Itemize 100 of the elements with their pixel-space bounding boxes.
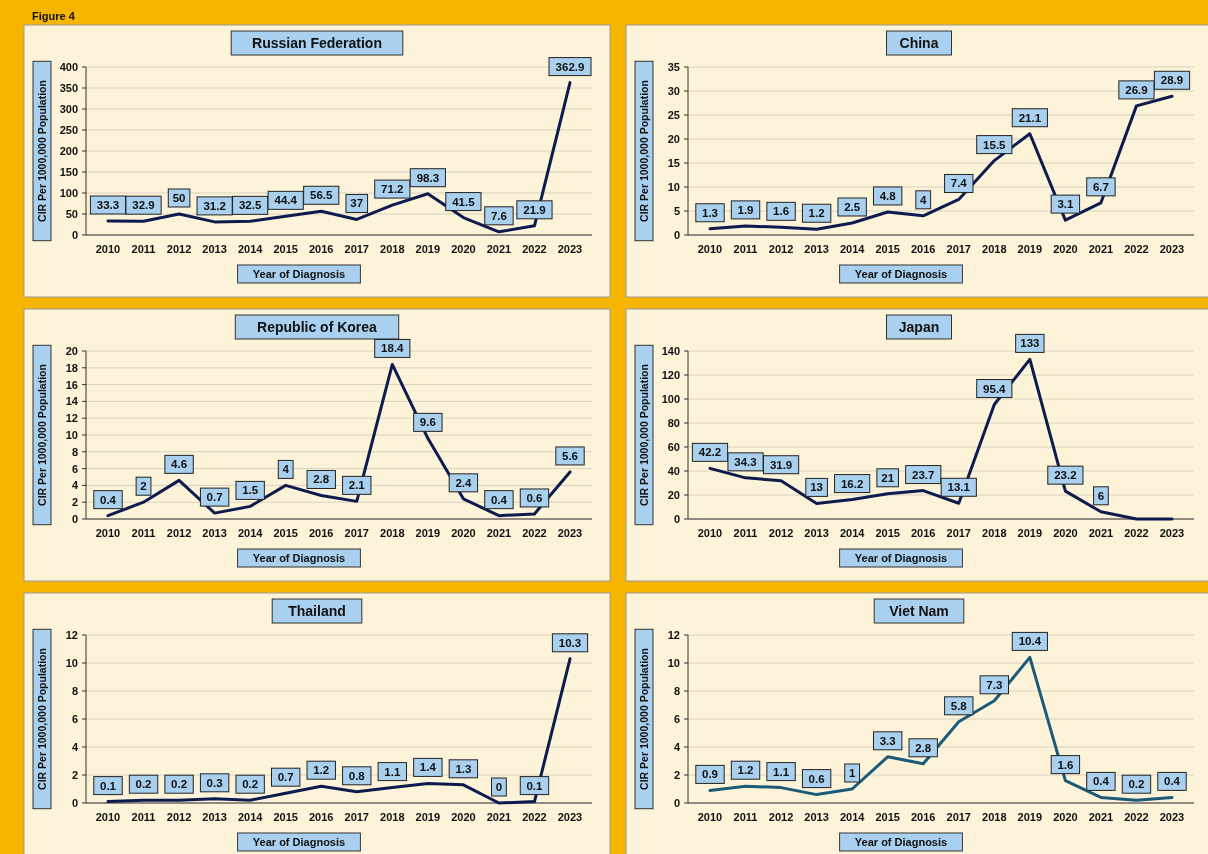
y-tick-label: 30 [667, 85, 680, 97]
y-tick-label: 8 [71, 445, 78, 458]
y-tick-label: 10 [667, 657, 680, 669]
x-tick-label: 2020 [451, 811, 476, 823]
x-tick-label: 2023 [1159, 811, 1185, 823]
x-tick-label: 2021 [486, 243, 512, 255]
data-label: 56.5 [310, 189, 334, 202]
data-label: 13.1 [947, 481, 971, 494]
x-tick-label: 2019 [415, 527, 441, 539]
data-label: 42.2 [698, 446, 722, 459]
data-label: 1.2 [313, 764, 330, 777]
data-label: 2.1 [348, 479, 366, 492]
x-tick-label: 2021 [1088, 243, 1114, 255]
x-tick-label: 2022 [522, 527, 547, 539]
x-tick-label: 2015 [875, 527, 900, 539]
data-label: 3.3 [879, 734, 896, 747]
data-label: 4.6 [171, 458, 188, 471]
y-tick-label: 18 [65, 361, 78, 374]
y-axis-title: CIR Per 1000,000 Population [36, 80, 48, 222]
data-label: 0.2 [1128, 778, 1145, 791]
data-label: 362.9 [555, 60, 585, 73]
x-tick-label: 2023 [557, 527, 583, 539]
x-tick-label: 2014 [237, 811, 264, 823]
x-tick-label: 2015 [875, 243, 900, 255]
x-tick-label: 2013 [202, 811, 227, 823]
data-label: 3.1 [1057, 198, 1074, 211]
x-tick-label: 2010 [697, 527, 723, 539]
data-label: 6.7 [1092, 180, 1109, 193]
y-tick-label: 0 [71, 513, 78, 525]
data-label: 37 [350, 197, 364, 210]
y-tick-label: 14 [65, 395, 79, 408]
data-label: 2.8 [313, 473, 330, 486]
data-label: 33.3 [96, 199, 120, 212]
data-label: 1.6 [1057, 758, 1074, 771]
data-label: 1.2 [737, 764, 754, 777]
data-label: 2.8 [915, 741, 932, 754]
data-label: 0.3 [206, 776, 223, 789]
x-tick-label: 2016 [308, 527, 334, 539]
y-tick-label: 120 [661, 369, 680, 381]
data-label: 26.9 [1125, 83, 1148, 96]
y-tick-label: 400 [59, 61, 78, 73]
x-tick-label: 2010 [95, 527, 121, 539]
y-tick-label: 2 [71, 769, 78, 781]
x-tick-label: 2010 [697, 243, 723, 255]
x-tick-label: 2020 [1053, 811, 1078, 823]
x-tick-label: 2020 [1053, 243, 1078, 255]
data-label: 15.5 [983, 138, 1007, 151]
data-label: 0.6 [526, 491, 543, 504]
x-tick-label: 2022 [522, 243, 547, 255]
data-label: 1.2 [808, 207, 825, 220]
y-tick-label: 300 [59, 103, 78, 115]
x-tick-label: 2018 [982, 243, 1007, 255]
y-tick-label: 250 [59, 124, 78, 136]
y-tick-label: 140 [661, 345, 680, 357]
y-tick-label: 4 [673, 741, 681, 753]
data-label: 2.4 [455, 476, 472, 489]
data-label: 4 [282, 463, 290, 476]
y-tick-label: 60 [667, 441, 680, 453]
y-axis-title: CIR Per 1000,000 Population [638, 364, 650, 506]
x-tick-label: 2019 [415, 811, 441, 823]
y-tick-label: 0 [71, 797, 78, 809]
data-label: 7.6 [490, 209, 507, 222]
y-axis-title: CIR Per 1000,000 Population [638, 648, 650, 790]
x-tick-label: 2016 [910, 811, 936, 823]
y-tick-label: 15 [667, 157, 680, 169]
data-label: 23.2 [1054, 469, 1077, 482]
x-tick-label: 2016 [910, 243, 936, 255]
x-tick-label: 2017 [946, 527, 972, 539]
x-tick-label: 2023 [557, 811, 583, 823]
data-label: 2 [140, 480, 147, 493]
x-tick-label: 2019 [1017, 527, 1043, 539]
x-axis-title: Year of Diagnosis [854, 268, 948, 280]
data-label: 32.9 [132, 199, 155, 212]
x-tick-label: 2018 [380, 243, 405, 255]
data-label: 0.4 [1092, 775, 1110, 788]
data-label: 4.8 [879, 189, 897, 202]
data-label: 10.4 [1018, 635, 1042, 648]
data-label: 0.6 [808, 772, 825, 785]
x-tick-label: 2012 [768, 243, 794, 255]
x-tick-label: 2011 [733, 527, 758, 539]
x-tick-label: 2011 [733, 243, 758, 255]
x-tick-label: 2019 [1017, 243, 1043, 255]
x-tick-label: 2017 [946, 243, 972, 255]
x-tick-label: 2011 [131, 243, 156, 255]
x-tick-label: 2015 [273, 811, 298, 823]
data-label: 1 [848, 767, 856, 779]
y-tick-label: 2 [71, 496, 78, 509]
x-tick-label: 2016 [910, 527, 936, 539]
data-label: 28.9 [1160, 74, 1184, 87]
x-tick-label: 2013 [804, 527, 829, 539]
y-tick-label: 350 [59, 82, 78, 94]
x-tick-label: 2011 [131, 527, 156, 539]
x-tick-label: 2012 [166, 811, 192, 823]
x-axis-title: Year of Diagnosis [252, 552, 346, 564]
y-axis-title: CIR Per 1000,000 Population [36, 364, 48, 506]
y-tick-label: 20 [667, 489, 680, 501]
x-axis-title: Year of Diagnosis [854, 552, 948, 564]
y-tick-label: 200 [59, 145, 78, 157]
x-tick-label: 2016 [308, 811, 334, 823]
y-tick-label: 100 [59, 187, 78, 199]
